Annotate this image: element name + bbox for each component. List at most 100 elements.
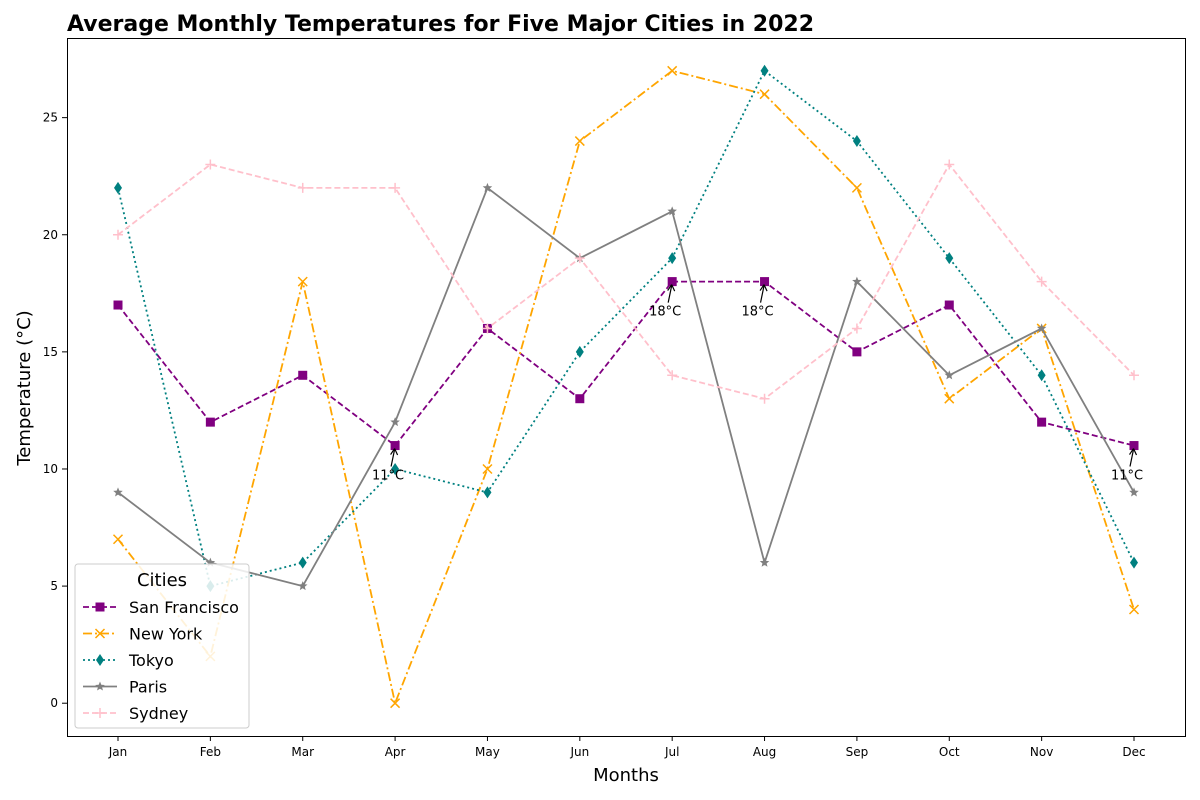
annotation: 18°C — [741, 284, 774, 320]
new-york-point — [667, 65, 678, 76]
legend-label: Tokyo — [128, 651, 174, 670]
sydney-point — [667, 370, 678, 381]
new-york-point — [944, 393, 955, 404]
x-tick-label: May — [475, 745, 500, 759]
x-tick-label: Jan — [108, 745, 128, 759]
san-francisco-point — [760, 277, 770, 287]
x-tick-label: Sep — [846, 745, 869, 759]
y-tick-label: 20 — [43, 228, 58, 242]
annotation-arrowhead — [759, 284, 768, 292]
annotation-label: 18°C — [649, 305, 681, 320]
annotation: 18°C — [649, 284, 681, 320]
y-tick-label: 5 — [50, 579, 58, 593]
legend: Cities San Francisco New York Tokyo Paris Sy… — [74, 563, 250, 729]
annotation-arrow — [390, 449, 396, 467]
sydney-line — [117, 162, 1135, 400]
y-tick-label: 25 — [43, 111, 58, 125]
paris-point — [390, 417, 400, 427]
tokyo-point — [1037, 369, 1046, 382]
tokyo-point — [298, 556, 307, 569]
legend-label: San Francisco — [129, 598, 239, 617]
series-paris — [113, 182, 1139, 591]
san-francisco-point — [390, 441, 400, 451]
y-tick-label: 10 — [43, 462, 58, 476]
x-tick-label: Oct — [939, 745, 960, 759]
sydney-point — [113, 229, 123, 240]
x-tick-label: Dec — [1122, 745, 1145, 759]
annotation-arrow — [1129, 449, 1135, 467]
san-francisco-point — [852, 347, 862, 357]
legend-marker — [95, 708, 105, 718]
tokyo-line — [117, 69, 1135, 588]
sydney-point — [482, 323, 493, 334]
annotation-label: 11°C — [1111, 469, 1143, 484]
paris-line — [117, 186, 1135, 588]
new-york-point — [759, 89, 770, 100]
legend-item-paris: Paris — [83, 678, 167, 697]
annotation: 11°C — [372, 448, 404, 484]
annotation-arrowhead — [1129, 448, 1138, 456]
legend-item-new-york: New York — [83, 625, 203, 644]
sydney-point — [205, 159, 216, 170]
y-tick-label: 0 — [50, 696, 58, 710]
new-york-line — [117, 69, 1135, 707]
san-francisco-point — [575, 394, 585, 404]
legend-item-tokyo: Tokyo — [83, 651, 174, 670]
legend-marker — [95, 602, 105, 612]
sydney-point — [944, 159, 955, 170]
annotation-arrowhead — [390, 448, 399, 456]
paris-point — [297, 581, 308, 591]
sydney-point — [1036, 276, 1047, 287]
plot-area-frame — [67, 38, 1186, 737]
new-york-point — [390, 698, 401, 709]
annotation-arrow — [667, 285, 673, 303]
san-francisco-point — [667, 277, 677, 287]
paris-point — [1036, 323, 1047, 333]
series-tokyo — [114, 64, 1138, 593]
new-york-point — [574, 136, 585, 147]
san-francisco-point — [944, 300, 954, 310]
x-tick-label: Apr — [385, 745, 406, 759]
sydney-point — [851, 323, 862, 334]
tokyo-point — [575, 345, 584, 358]
new-york-point — [482, 463, 493, 475]
paris-point — [1129, 487, 1139, 497]
new-york-point — [297, 276, 308, 287]
legend-marker — [95, 681, 105, 691]
x-tick-label: Mar — [291, 745, 314, 759]
tokyo-point — [114, 181, 122, 194]
sydney-point — [1129, 370, 1139, 381]
paris-point — [759, 557, 770, 567]
chart-title: Average Monthly Temperatures for Five Ma… — [67, 12, 814, 37]
legend-label: Paris — [129, 678, 167, 697]
paris-point — [852, 276, 862, 286]
x-tick-label: Jun — [569, 745, 589, 759]
san-francisco-point — [1037, 417, 1047, 427]
legend-box — [74, 563, 250, 729]
legend-marker — [96, 654, 104, 666]
san-francisco-point — [1129, 441, 1139, 451]
new-york-point — [851, 182, 862, 193]
san-francisco-point — [113, 300, 123, 310]
sydney-point — [297, 182, 308, 193]
x-axis-label: Months — [593, 765, 659, 786]
legend-item-san-francisco: San Francisco — [83, 598, 239, 617]
tokyo-point — [391, 462, 400, 475]
legend-title: Cities — [137, 570, 187, 591]
x-tick-label: Feb — [200, 745, 221, 759]
x-tick-label: Jul — [664, 745, 679, 759]
paris-point — [205, 557, 216, 567]
annotation-label: 18°C — [741, 305, 773, 320]
paris-point — [482, 182, 493, 192]
legend-item-sydney: Sydney — [83, 704, 188, 723]
san-francisco-point — [298, 370, 308, 380]
paris-point — [667, 206, 677, 216]
x-tick-label: Nov — [1030, 745, 1053, 759]
sydney-point — [574, 253, 585, 264]
y-axis-label: Temperature (°C) — [14, 310, 35, 466]
y-tick-label: 15 — [43, 345, 58, 359]
legend-marker — [94, 628, 106, 639]
legend-label: New York — [129, 625, 203, 644]
legend-label: Sydney — [129, 704, 188, 723]
